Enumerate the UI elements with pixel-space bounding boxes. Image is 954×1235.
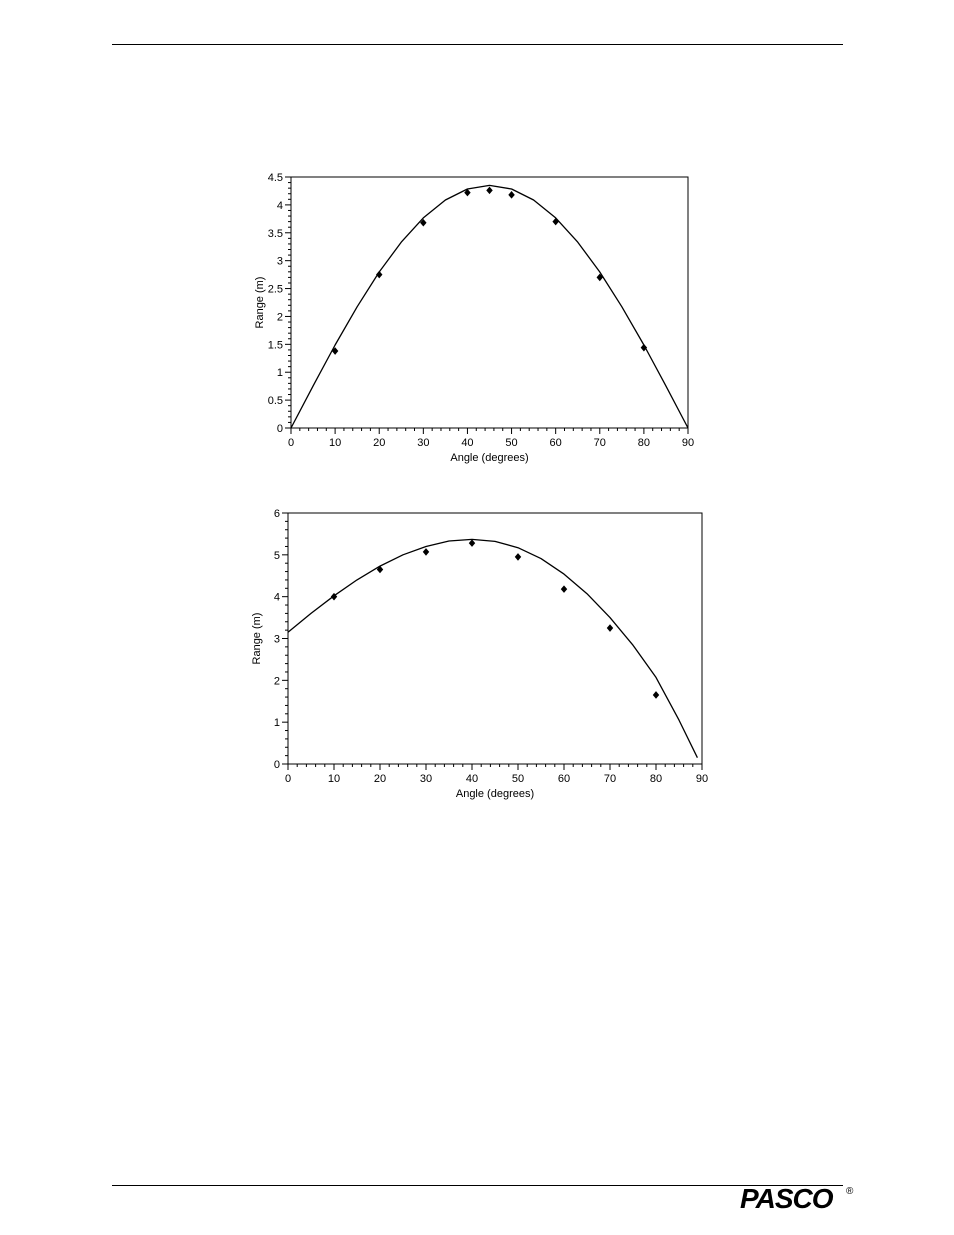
- chart-1-fit-curve: [287, 538, 698, 758]
- chart-0-x-tick-label: 50: [505, 437, 517, 449]
- chart-0-y-tick-label: 2.5: [268, 284, 283, 296]
- chart-0-data-point: [331, 347, 339, 355]
- chart-1-y-axis-label: Range (m): [251, 613, 263, 665]
- chart-1-y-tick-label: 4: [274, 592, 280, 604]
- chart-0-x-tick-label: 30: [417, 437, 429, 449]
- chart-0-data-point: [486, 186, 493, 195]
- chart-1-x-tick-label: 50: [512, 773, 524, 785]
- chart-1-x-tick-label: 90: [696, 773, 708, 785]
- chart-1-x-tick-label: 70: [604, 773, 616, 785]
- chart-0-data-point: [375, 270, 383, 279]
- chart-1-data-point: [560, 585, 568, 593]
- header-rule: [112, 44, 843, 45]
- chart-1-y-tick-label: 6: [274, 508, 280, 520]
- chart-1-data-point: [514, 553, 522, 561]
- chart-0-x-axis-label: Angle (degrees): [450, 452, 528, 464]
- chart-1-y-tick-label: 2: [274, 675, 280, 687]
- chart-1-data-point: [468, 539, 476, 547]
- chart-0-data-point: [420, 218, 427, 227]
- chart-1-x-tick-label: 80: [650, 773, 662, 785]
- chart-1-y-tick-label: 5: [274, 550, 280, 562]
- chart-0-x-tick-label: 0: [288, 437, 294, 449]
- chart-0-y-tick-label: 4.5: [268, 172, 283, 184]
- chart-0-y-tick-label: 1.5: [268, 339, 283, 351]
- chart-0-fit-curve: [290, 184, 689, 429]
- footer-rule: [112, 1185, 843, 1186]
- chart-0-x-tick-label: 80: [638, 437, 650, 449]
- chart-1-x-tick-label: 20: [374, 773, 386, 785]
- chart-0-plot-frame: [290, 176, 689, 429]
- range-vs-angle-chart-elevated: 0 10 20 30 40 50 60 70 80 90 0 1 2 3 4 5 6 Angle (degrees…: [251, 508, 708, 800]
- chart-0-y-tick-label: 4: [277, 200, 283, 212]
- chart-0-y-tick-label: 3.5: [268, 228, 283, 240]
- chart-0-data-point: [464, 188, 471, 197]
- chart-0-x-tick-label: 10: [329, 437, 341, 449]
- chart-0-y-tick-label: 3: [277, 256, 283, 268]
- chart-1-data-point: [652, 691, 660, 699]
- chart-1-data-point: [422, 548, 430, 556]
- chart-0-x-tick-label: 90: [682, 437, 694, 449]
- chart-0-y-axis-label: Range (m): [254, 277, 266, 329]
- chart-1-data-point: [606, 624, 614, 632]
- chart-0-x-tick-label: 70: [594, 437, 606, 449]
- chart-0-y-tick-label: 2: [277, 311, 283, 323]
- chart-1-x-axis-label: Angle (degrees): [456, 788, 534, 800]
- registered-mark: ®: [846, 1186, 854, 1197]
- chart-1-y-tick-label: 3: [274, 634, 280, 646]
- chart-0-x-tick-label: 60: [550, 437, 562, 449]
- chart-0-data-point: [640, 343, 648, 352]
- chart-0-y-tick-label: 1: [277, 367, 283, 379]
- chart-0-x-tick-label: 20: [373, 437, 385, 449]
- chart-1-x-tick-label: 60: [558, 773, 570, 785]
- chart-1-x-tick-label: 0: [285, 773, 291, 785]
- chart-0-data-point: [508, 191, 515, 199]
- chart-1-plot-frame: [287, 512, 703, 765]
- range-vs-angle-chart-level: 0 10 20 30 40 50 60 70 80 90 0 0.5 1 1.5 2 2.5 3 3.5 4 4.5 A…: [254, 172, 694, 464]
- chart-0-y-tick-label: 0.5: [268, 395, 283, 407]
- pasco-logo: PASCO: [740, 1183, 833, 1214]
- chart-1-x-tick-label: 40: [466, 773, 478, 785]
- chart-1-y-tick-label: 1: [274, 717, 280, 729]
- chart-1-x-tick-label: 10: [328, 773, 340, 785]
- chart-0-x-tick-label: 40: [461, 437, 473, 449]
- chart-0-y-tick-label: 0: [277, 423, 283, 435]
- chart-1-x-tick-label: 30: [420, 773, 432, 785]
- chart-1-y-tick-label: 0: [274, 759, 280, 771]
